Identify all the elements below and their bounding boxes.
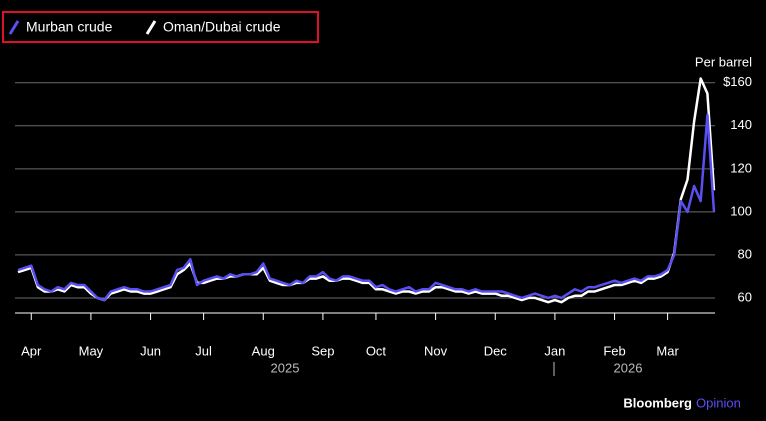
- y-tick-label: 80: [738, 246, 752, 261]
- x-tick-label: Apr: [21, 343, 42, 358]
- legend-label: Oman/Dubai crude: [163, 19, 281, 35]
- source-brand: Bloomberg: [623, 395, 692, 410]
- year-label: 2026: [614, 360, 643, 375]
- x-tick-label: Feb: [603, 343, 625, 358]
- x-tick-label: Mar: [656, 343, 679, 358]
- x-tick-label: Aug: [252, 343, 275, 358]
- x-tick-label: May: [79, 343, 104, 358]
- x-tick-label: Jul: [195, 343, 212, 358]
- legend-swatch: [8, 20, 20, 35]
- series-line: [17, 113, 716, 302]
- y-axis-label: Per barrel: [695, 54, 752, 69]
- y-tick-label: 140: [730, 117, 752, 132]
- x-tick-label: Sep: [311, 343, 334, 358]
- x-tick-label: Dec: [484, 343, 508, 358]
- x-tick-label: Jan: [544, 343, 565, 358]
- y-tick-label: 60: [738, 289, 752, 304]
- x-tick-label: Nov: [424, 343, 448, 358]
- legend-swatch: [145, 20, 157, 35]
- y-tick-label: 100: [730, 203, 752, 218]
- legend-label: Murban crude: [26, 19, 113, 35]
- x-tick-label: Jun: [140, 343, 161, 358]
- y-tick-label: $160: [723, 74, 752, 89]
- y-tick-label: 120: [730, 160, 752, 175]
- source-section: Opinion: [696, 395, 741, 410]
- x-tick-label: Oct: [366, 343, 387, 358]
- legend-box: [2, 11, 319, 43]
- year-label: 2025: [271, 360, 300, 375]
- series-line: [17, 77, 716, 304]
